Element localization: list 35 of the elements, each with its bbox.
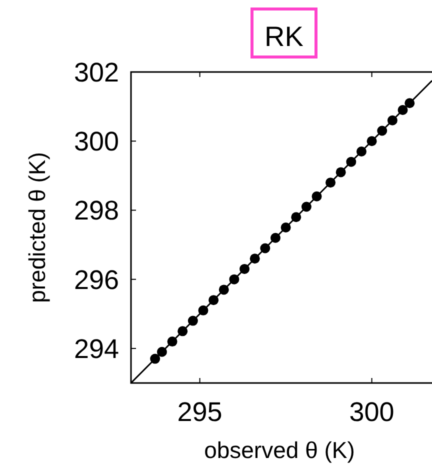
point	[150, 354, 160, 364]
point	[312, 191, 322, 202]
point	[208, 295, 219, 306]
point	[404, 98, 415, 108]
point	[356, 146, 366, 156]
y-tick-label: 302	[74, 57, 119, 88]
point	[366, 136, 377, 146]
y-axis-title: predicted θ (K)	[24, 152, 50, 303]
point	[167, 336, 178, 347]
point	[291, 212, 302, 222]
point	[178, 326, 188, 336]
point	[156, 346, 167, 357]
point	[326, 178, 336, 188]
y-tick-label: 296	[74, 264, 119, 295]
point	[377, 126, 388, 136]
point	[218, 284, 229, 295]
point	[229, 274, 240, 284]
x-axis-title: observed θ (K)	[204, 437, 355, 463]
point	[387, 115, 398, 126]
point	[188, 316, 198, 326]
point	[301, 202, 312, 212]
point	[198, 305, 208, 316]
x-tick-label: 295	[177, 397, 222, 427]
point	[280, 222, 291, 232]
y-tick-label: 294	[74, 334, 119, 364]
point	[240, 264, 250, 274]
y-tick-label: 298	[74, 196, 119, 226]
chart-title: RK	[264, 21, 304, 52]
point	[260, 243, 270, 254]
point	[346, 156, 356, 167]
point	[270, 232, 280, 243]
y-tick-label: 300	[74, 126, 119, 157]
point	[250, 254, 260, 264]
point	[398, 105, 408, 115]
point	[336, 167, 346, 178]
